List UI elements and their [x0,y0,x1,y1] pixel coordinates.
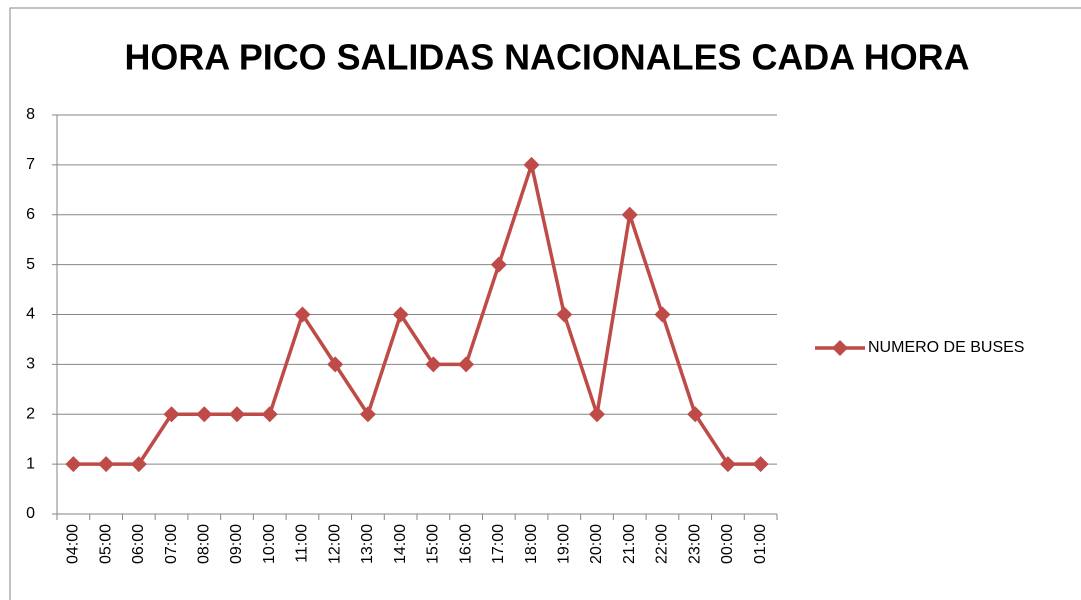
y-tick-label: 3 [26,356,35,373]
marker [196,406,213,423]
x-tick-label: 20:00 [588,524,605,564]
x-tick-label: 06:00 [130,524,147,564]
marker [163,406,180,423]
marker [719,456,736,473]
marker [556,306,573,323]
x-tick-label: 22:00 [654,524,671,564]
legend-marker [832,340,848,356]
line [73,163,761,466]
marker [65,456,82,473]
y-tick-label: 4 [26,306,35,323]
x-tick-label: 16:00 [457,524,474,564]
marker [458,356,475,373]
marker [130,456,147,473]
marker [98,456,115,473]
x-tick-label: 00:00 [719,524,736,564]
y-tick-label: 6 [26,206,35,223]
x-tick-label: 01:00 [752,524,769,564]
x-tick-label: 04:00 [65,524,82,564]
legend-label: NUMERO DE BUSES [868,339,1024,356]
y-tick-label: 0 [26,505,35,522]
marker [490,256,507,273]
x-tick-label: 08:00 [195,524,212,564]
marker [229,406,245,423]
y-tick-label: 2 [26,405,35,422]
y-tick-label: 7 [26,156,35,173]
x-tick-label: 11:00 [294,524,311,563]
chart-border [9,7,1081,600]
x-tick-label: 07:00 [163,524,180,564]
marker [294,306,311,323]
x-tick-label: 15:00 [425,524,442,564]
x-tick-label: 12:00 [326,524,343,564]
x-tick-label: 23:00 [686,524,703,564]
marker [621,206,638,223]
marker [654,306,671,323]
x-tick-label: 18:00 [523,524,540,564]
x-tick-label: 05:00 [97,524,114,564]
chart-title: HORA PICO SALIDAS NACIONALES CADA HORA [125,37,970,78]
x-tick-label: 13:00 [359,524,376,564]
marker [327,356,344,373]
x-tick-label: 14:00 [392,524,409,564]
x-tick-label: 19:00 [555,524,572,564]
x-tick-label: 21:00 [621,524,638,564]
y-tick-label: 5 [26,256,35,273]
marker [752,456,769,473]
marker [523,156,540,173]
x-tick-label: 10:00 [261,524,278,564]
x-tick-label: 09:00 [228,524,245,564]
marker [359,406,376,423]
marker [392,306,409,323]
marker [589,406,605,423]
y-tick-label: 8 [26,106,35,123]
marker [261,406,278,423]
y-tick-label: 1 [26,455,35,472]
marker [687,406,704,423]
marker [425,356,442,373]
x-tick-label: 17:00 [490,524,507,564]
